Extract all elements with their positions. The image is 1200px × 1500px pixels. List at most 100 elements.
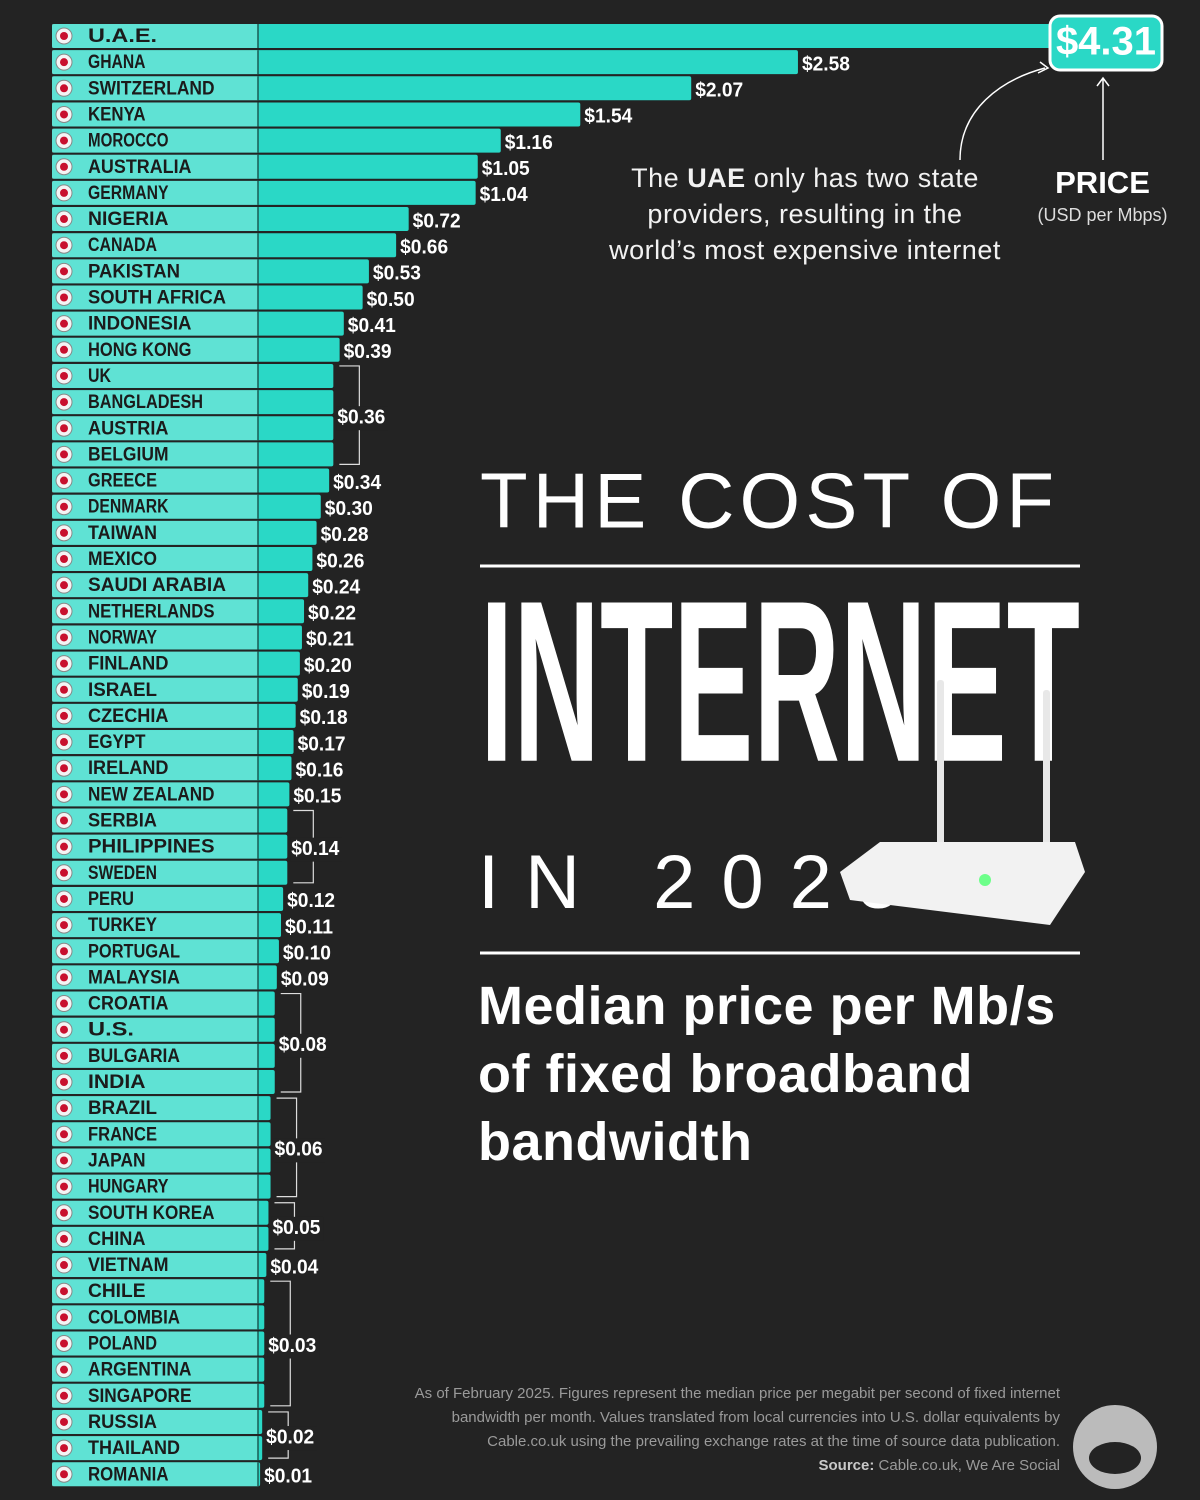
flag-dot [60,711,68,720]
bar [52,1436,263,1461]
label-band [52,180,258,205]
category-label: ISRAEL [88,680,157,701]
label-band [52,965,258,990]
label-band [52,154,258,179]
bar [52,24,1160,48]
category-label: UK [88,366,111,387]
label-band [52,1253,258,1278]
category-label: HONG KONG [88,340,192,361]
value-label: $0.02 [266,1426,314,1448]
bar [52,573,309,598]
label-band [52,1305,258,1330]
note-text: As of February 2025. Figures represent t… [414,1385,1060,1450]
flag-dot [60,32,68,40]
flag-dot [60,1313,68,1322]
value-label: $0.28 [321,524,369,546]
flag-dot [60,816,68,825]
category-label: NEW ZEALAND [88,784,215,805]
value-label: $0.30 [325,498,373,520]
source-label: Source: [818,1457,875,1474]
category-label: KENYA [88,104,146,125]
flag-dot [60,450,68,459]
flag-dot [60,659,68,668]
bar [52,154,478,179]
bar [52,547,313,571]
bar [52,50,798,75]
label-band [52,442,258,467]
bar [52,1226,269,1251]
bar [52,808,288,833]
value-label: $1.16 [505,132,553,154]
flag-dot [60,188,68,197]
value-label: $0.21 [306,629,354,651]
bar [52,1200,269,1225]
label-band [52,651,258,676]
annotation-text: only has two state providers, resulting … [609,163,1001,265]
bar [52,337,340,362]
bar [52,1409,263,1434]
label-band [52,1409,258,1434]
bar [52,965,277,990]
label-band [52,128,258,153]
bar [52,259,369,284]
label-band [52,390,258,415]
label-band [52,1383,258,1408]
bar [52,756,292,781]
bar [52,1017,275,1042]
flag-dot [60,110,68,119]
flag-dot [60,476,68,485]
bar [52,991,275,1016]
category-label: U.S. [88,1020,134,1041]
label-band [52,416,258,441]
category-label: ROMANIA [88,1464,169,1485]
highlight-box [1048,14,1164,72]
flag-dot [60,1051,68,1060]
value-label: $0.01 [264,1466,312,1488]
flag-dot [60,215,68,224]
flag-dot [60,528,68,537]
bar [52,128,501,153]
category-label: BRAZIL [88,1098,157,1119]
bar [52,390,334,415]
annotation: The UAE only has two state providers, re… [600,160,1010,268]
flag-dot [60,581,68,590]
bar [52,233,397,258]
value-label: $0.16 [295,759,343,781]
value-label: $0.39 [344,341,392,363]
axis-unit: (USD per Mbps) [1037,205,1168,225]
flag-dot [60,1025,68,1034]
bar [52,599,305,624]
category-label: TURKEY [88,915,157,936]
flag-dot [60,1234,68,1243]
flag-dot [60,1208,68,1217]
label-band [52,756,258,781]
category-label: HUNGARY [88,1177,169,1198]
label-band [52,1331,258,1356]
flag-dot [60,738,68,747]
value-label: $0.10 [283,943,331,965]
flag-dot [60,136,68,145]
bar [52,416,334,441]
category-label: U.A.E. [88,26,157,47]
bar [52,1148,271,1173]
flag-dot [60,424,68,433]
category-label: VIETNAM [88,1255,169,1276]
value-label: $4.31 [1056,20,1156,64]
label-band [52,1148,258,1173]
flag-dot [60,999,68,1008]
title-line3: IN 2025 [478,840,926,925]
label-band [52,50,258,75]
logo [1073,1405,1157,1489]
value-label: $0.18 [300,707,348,729]
label-band [52,730,258,755]
category-label: SWITZERLAND [88,78,215,99]
value-label: $0.72 [413,210,461,232]
flag-dot [60,1261,68,1270]
bar [52,285,363,310]
flag-dot [60,1339,68,1348]
label-band [52,1357,258,1382]
bar [52,703,296,728]
flag-dot [60,685,68,694]
